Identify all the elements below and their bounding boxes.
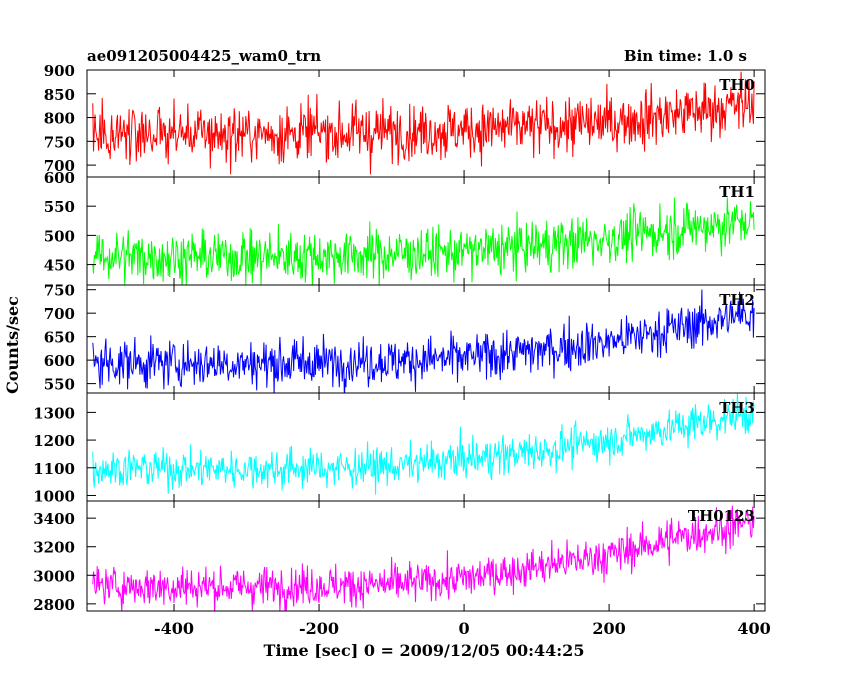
x-tick-label: -400	[154, 619, 194, 638]
y-tick-label: 550	[44, 376, 75, 394]
x-tick-label: -200	[299, 619, 339, 638]
panel-label: TH2	[719, 291, 755, 309]
y-tick-label: 2800	[33, 596, 75, 614]
series-line-th3	[92, 393, 755, 495]
panel-th1: 450 500 550 600 TH1	[44, 169, 766, 286]
panel-frame	[86, 392, 766, 502]
y-tick-label: 1300	[33, 404, 75, 422]
panels-group: 700 750 800 850 900 TH0 450 500 550 600 TH1 550 600 6…	[33, 62, 771, 638]
y-tick-label: 850	[44, 86, 75, 104]
panel-label: TH0123	[688, 507, 755, 525]
x-tick-label: 0	[458, 619, 469, 638]
y-tick-label: 900	[44, 62, 75, 80]
panel-th3: 1000 1100 1200 1300 TH3	[33, 392, 766, 505]
x-axis-label: Time [sec] 0 = 2009/12/05 00:44:25	[264, 641, 585, 660]
y-tick-label: 500	[44, 227, 75, 245]
y-axis-label: Counts/sec	[3, 296, 22, 394]
y-tick-label: 700	[44, 157, 75, 175]
panel-th0: 700 750 800 850 900 TH0	[44, 62, 766, 178]
series-line-th0123	[92, 505, 755, 611]
y-tick-label: 450	[44, 257, 75, 275]
y-tick-label: 650	[44, 329, 75, 347]
series-line-th2	[92, 289, 755, 393]
panel-label: TH3	[719, 399, 755, 417]
y-tick-label: 750	[44, 133, 75, 151]
panel-th2: 550 600 650 700 750 TH2	[44, 282, 766, 394]
panel-frame	[86, 176, 766, 286]
panel-th0123: 2800 3000 3200 3400 TH0123	[33, 500, 766, 614]
y-tick-label: 600	[44, 352, 75, 370]
y-tick-label: 3000	[33, 567, 75, 585]
chart-title-left: ae091205004425_wam0_trn	[87, 47, 321, 65]
panel-frame	[86, 500, 766, 612]
y-tick-label: 1100	[33, 460, 75, 478]
y-tick-label: 3400	[33, 510, 75, 528]
x-tick-label: 400	[737, 619, 770, 638]
y-tick-label: 1000	[33, 487, 75, 505]
y-tick-label: 600	[44, 169, 75, 187]
y-tick-label: 3200	[33, 539, 75, 557]
y-tick-label: 750	[44, 282, 75, 300]
y-tick-label: 800	[44, 110, 75, 128]
series-line-th0	[92, 71, 755, 175]
x-tick-label: 200	[592, 619, 625, 638]
panel-label: TH0	[719, 76, 755, 94]
y-tick-label: 550	[44, 198, 75, 216]
series-line-th1	[92, 197, 755, 285]
y-tick-label: 700	[44, 305, 75, 323]
y-tick-label: 1200	[33, 432, 75, 450]
chart-title-right: Bin time: 1.0 s	[624, 47, 747, 65]
panel-label: TH1	[719, 183, 755, 201]
